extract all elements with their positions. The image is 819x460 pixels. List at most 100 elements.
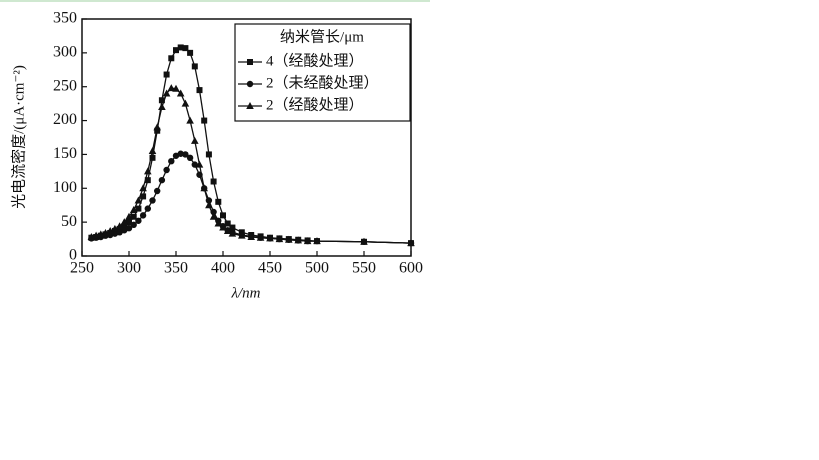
marker <box>158 97 165 104</box>
marker <box>154 187 161 195</box>
marker <box>294 236 302 244</box>
marker <box>214 219 223 227</box>
marker <box>144 205 151 212</box>
marker <box>238 231 246 239</box>
marker <box>275 235 284 243</box>
marker <box>228 229 237 237</box>
marker <box>158 103 166 111</box>
marker <box>285 235 293 243</box>
marker <box>111 224 119 232</box>
marker <box>303 237 312 245</box>
marker <box>313 237 321 245</box>
marker <box>195 160 204 168</box>
marker <box>106 226 114 234</box>
legend-title: 纳米管长/μm <box>280 28 364 45</box>
marker <box>191 161 198 168</box>
marker <box>223 226 232 234</box>
marker <box>209 212 218 220</box>
marker <box>158 176 166 184</box>
y-tick-label: 250 <box>53 77 77 94</box>
x-tick-label: 450 <box>258 260 282 277</box>
marker <box>153 123 161 131</box>
marker <box>205 151 212 158</box>
y-tick-label: 100 <box>53 179 77 196</box>
marker <box>167 84 176 92</box>
y-tick-label: 50 <box>61 213 77 230</box>
y-tick-label: 150 <box>53 145 77 162</box>
x-tick-label: 500 <box>305 260 329 277</box>
marker <box>247 59 253 65</box>
legend-label: 4（经酸处理） <box>266 52 364 69</box>
marker <box>191 63 198 70</box>
marker <box>148 147 157 155</box>
marker <box>246 102 254 109</box>
marker <box>196 87 203 94</box>
marker <box>247 233 255 241</box>
marker <box>135 205 142 212</box>
marker <box>126 219 132 226</box>
marker <box>163 71 170 78</box>
marker <box>144 177 151 184</box>
marker <box>101 228 110 236</box>
marker <box>130 213 137 220</box>
marker <box>186 116 194 124</box>
x-tick-label: 600 <box>399 260 423 277</box>
marker <box>200 184 208 192</box>
marker <box>177 44 184 51</box>
marker <box>120 218 129 226</box>
y-tick-label: 350 <box>53 10 77 27</box>
marker <box>149 154 156 161</box>
marker <box>181 99 190 107</box>
marker <box>201 117 208 124</box>
marker <box>407 239 415 247</box>
marker <box>125 212 133 220</box>
marker <box>163 166 170 174</box>
marker <box>130 221 137 229</box>
marker <box>177 150 184 157</box>
marker <box>219 223 227 231</box>
marker <box>186 154 194 162</box>
marker <box>149 197 156 204</box>
marker <box>215 198 222 205</box>
x-tick-label: 300 <box>117 260 141 277</box>
marker <box>256 233 265 241</box>
marker <box>182 151 189 158</box>
x-tick-label: 400 <box>211 260 235 277</box>
y-tick-label: 200 <box>53 111 77 128</box>
marker <box>139 212 147 219</box>
marker <box>173 47 179 54</box>
x-tick-label: 550 <box>352 260 376 277</box>
x-tick-label: 350 <box>164 260 188 277</box>
marker <box>176 89 185 97</box>
marker <box>182 45 189 52</box>
legend-label: 2（经酸处理） <box>266 96 364 113</box>
marker <box>115 222 124 230</box>
legend-box <box>234 23 411 122</box>
marker <box>220 212 226 219</box>
marker <box>135 217 142 224</box>
marker <box>210 178 217 185</box>
marker <box>172 84 180 92</box>
legend-label: 2（未经酸处理） <box>266 74 379 91</box>
marker <box>121 223 128 230</box>
y-tick-label: 300 <box>53 44 77 61</box>
marker <box>162 89 171 97</box>
marker <box>187 49 194 56</box>
marker <box>129 205 138 213</box>
marker <box>139 184 147 192</box>
x-tick-label: 250 <box>70 260 94 277</box>
marker <box>229 224 236 231</box>
plot-frame <box>81 18 412 257</box>
marker <box>140 193 147 200</box>
marker <box>246 80 254 88</box>
marker <box>154 127 161 134</box>
marker <box>205 201 213 209</box>
y-axis-label: 光电流密度/(μA·cm⁻²) <box>10 65 27 209</box>
marker <box>125 225 133 232</box>
marker <box>191 136 199 144</box>
marker <box>224 220 231 227</box>
marker <box>168 158 175 165</box>
x-axis-label: λ/nm <box>231 285 261 301</box>
y-tick-label: 0 <box>69 247 77 264</box>
